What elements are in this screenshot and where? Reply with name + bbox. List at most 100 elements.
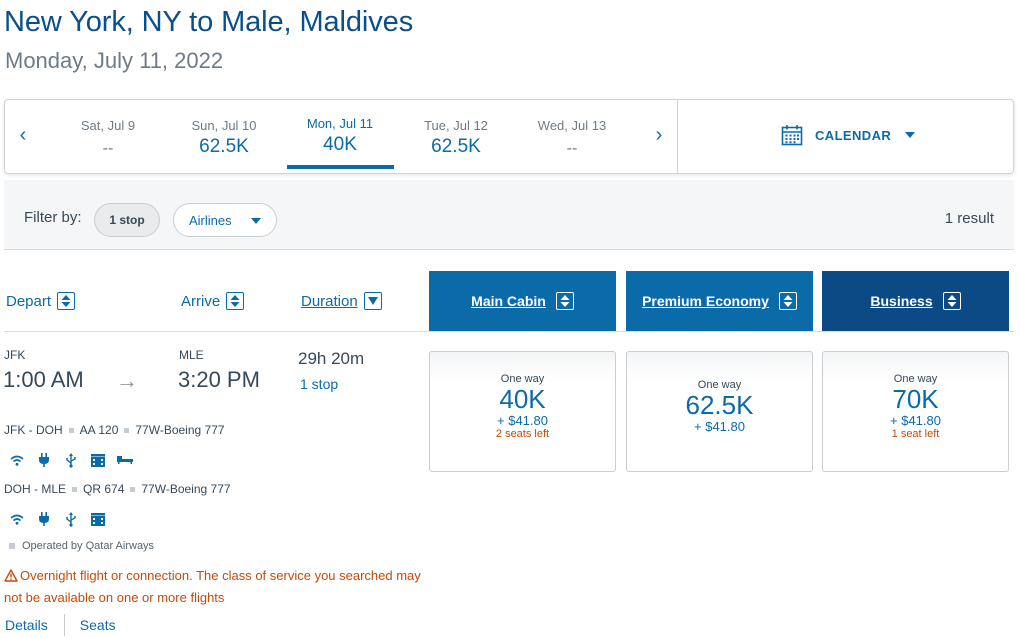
sort-icon (57, 292, 76, 310)
result-count: 1 result (944, 210, 994, 227)
destination-code: MLE (179, 348, 204, 362)
day-wed-jul-13[interactable]: Wed, Jul 13 -- (519, 118, 625, 158)
sort-duration[interactable]: Duration (301, 292, 382, 310)
day-tue-jul-12[interactable]: Tue, Jul 12 62.5K (403, 118, 509, 158)
arrow-right-icon: → (116, 368, 138, 393)
sort-icon (226, 292, 245, 310)
separator-square (68, 427, 74, 433)
separator-square (72, 486, 78, 492)
price-business[interactable]: One way 70K + $41.80 1 seat left (822, 351, 1009, 472)
segment-route: DOH - MLE (4, 482, 67, 496)
price-tax: + $41.80 (694, 419, 745, 434)
divider (4, 331, 1014, 332)
sort-depart[interactable]: Depart (6, 292, 76, 310)
chevron-left-icon[interactable]: ‹ (19, 124, 27, 146)
day-price: 62.5K (431, 136, 481, 157)
sort-icon (555, 292, 574, 310)
price-miles: 62.5K (685, 390, 754, 420)
filter-bar: Filter by: 1 stop Airlines 1 result (4, 180, 1014, 250)
arrive-time: 3:20 PM (178, 367, 260, 392)
day-price: -- (102, 140, 114, 157)
segment-1-amenities (8, 452, 133, 468)
flight-duration: 29h 20m (298, 349, 365, 368)
price-miles: 70K (892, 384, 939, 414)
power-icon (35, 452, 52, 468)
day-label: Sat, Jul 9 (80, 118, 136, 133)
segment-1: JFK - DOH AA 120 77W-Boeing 777 (4, 423, 225, 437)
day-price: 40K (323, 134, 357, 155)
sort-premium-economy[interactable]: Premium Economy (626, 271, 813, 331)
date-strip: ‹ Sat, Jul 9 -- Sun, Jul 10 62.5K Mon, J… (4, 99, 1014, 174)
depart-time: 1:00 AM (3, 367, 84, 392)
day-label: Sun, Jul 10 (191, 118, 257, 133)
day-sun-jul-10[interactable]: Sun, Jul 10 62.5K (171, 118, 277, 158)
price-label: One way (697, 379, 742, 391)
airlines-dropdown-label: Airlines (189, 212, 232, 228)
overnight-warning: Overnight flight or connection. The clas… (4, 565, 424, 609)
premium-economy-label: Premium Economy (642, 293, 769, 309)
route-title: New York, NY to Male, Maldives (4, 6, 414, 38)
day-price: 62.5K (199, 136, 249, 157)
depart-header-label: Depart (6, 292, 52, 310)
stops-filter-chip[interactable]: 1 stop (94, 203, 160, 237)
segment-2-amenities (8, 511, 106, 527)
separator-square (124, 427, 130, 433)
calendar-button[interactable]: CALENDAR (781, 124, 916, 146)
segment-aircraft: 77W-Boeing 777 (135, 423, 225, 437)
separator-square (9, 543, 15, 549)
day-label: Wed, Jul 13 (537, 118, 607, 133)
entertainment-icon (89, 452, 106, 468)
business-label: Business (870, 293, 933, 309)
flight-links: Details Seats (5, 614, 116, 636)
price-main-cabin[interactable]: One way 40K + $41.80 2 seats left (429, 351, 616, 472)
price-tax: + $41.80 (890, 413, 941, 428)
sort-descending-icon (363, 292, 382, 310)
chevron-down-icon (251, 218, 261, 224)
sort-arrive[interactable]: Arrive (181, 292, 245, 310)
day-label: Mon, Jul 11 (306, 116, 374, 131)
usb-icon (62, 452, 79, 468)
stops-link[interactable]: 1 stop (300, 376, 339, 392)
operated-by-text: Operated by Qatar Airways (22, 540, 155, 552)
power-icon (35, 511, 52, 527)
segment-2: DOH - MLE QR 674 77W-Boeing 777 (4, 482, 231, 496)
sort-main-cabin[interactable]: Main Cabin (429, 271, 616, 331)
details-link[interactable]: Details (5, 617, 48, 633)
calendar-label: CALENDAR (815, 127, 892, 143)
segment-flight-number: QR 674 (83, 482, 125, 496)
calendar-icon (781, 125, 803, 146)
day-price: -- (566, 140, 578, 157)
seats-left: 2 seats left (495, 428, 550, 440)
chevron-right-icon[interactable]: › (655, 124, 663, 146)
entertainment-icon (89, 511, 106, 527)
main-cabin-label: Main Cabin (471, 293, 546, 309)
price-label: One way (500, 373, 545, 385)
arrive-header-label: Arrive (181, 292, 221, 310)
duration-header-label: Duration (301, 292, 358, 310)
separator-square (130, 486, 136, 492)
day-mon-jul-11[interactable]: Mon, Jul 11 40K (287, 116, 393, 156)
warning-text: Overnight flight or connection. The clas… (4, 568, 421, 605)
day-sat-jul-9[interactable]: Sat, Jul 9 -- (55, 118, 161, 158)
chevron-down-icon (905, 132, 916, 138)
price-miles: 40K (499, 384, 546, 414)
sort-icon (778, 292, 797, 310)
sort-business[interactable]: Business (822, 271, 1009, 331)
segment-flight-number: AA 120 (79, 423, 119, 437)
divider (677, 100, 678, 173)
segment-aircraft: 77W-Boeing 777 (141, 482, 231, 496)
wifi-icon (8, 511, 25, 527)
price-premium-economy[interactable]: One way 62.5K + $41.80 (626, 351, 813, 472)
flat-bed-icon (116, 452, 133, 468)
selected-day-indicator (287, 165, 394, 169)
airlines-dropdown[interactable]: Airlines (173, 203, 277, 237)
operated-by: Operated by Qatar Airways (9, 540, 154, 552)
usb-icon (62, 511, 79, 527)
origin-code: JFK (4, 348, 26, 362)
segment-route: JFK - DOH (4, 423, 63, 437)
day-label: Tue, Jul 12 (424, 118, 488, 133)
route-date: Monday, July 11, 2022 (5, 48, 224, 73)
price-tax: + $41.80 (497, 413, 548, 428)
seats-left: 1 seat left (891, 428, 940, 440)
seats-link[interactable]: Seats (79, 617, 116, 633)
